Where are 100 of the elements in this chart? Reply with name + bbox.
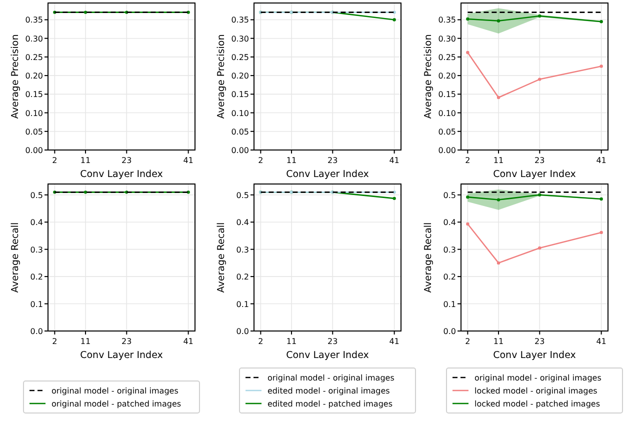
- y-tick-label: 0.15: [25, 90, 43, 100]
- y-axis-title: Average Recall: [10, 222, 21, 293]
- y-tick-label: 0.25: [231, 52, 249, 62]
- x-tick-label: 11: [80, 337, 91, 346]
- x-tick-label: 2: [465, 337, 470, 346]
- y-tick-label: 0.05: [25, 127, 43, 136]
- point: [496, 19, 500, 22]
- point: [538, 193, 542, 196]
- x-tick-label: 41: [183, 337, 194, 346]
- point: [538, 78, 542, 81]
- point: [496, 261, 500, 265]
- legend-label: original model - original images: [474, 374, 602, 382]
- legend-label: original model - original images: [268, 374, 394, 382]
- legend-label: locked model - original images: [474, 386, 598, 396]
- y-tick-label: 0.10: [438, 108, 456, 118]
- point: [466, 50, 470, 54]
- y-tick-label: 0.4: [443, 218, 456, 228]
- y-axis-title: Average Precision: [423, 34, 434, 119]
- point: [600, 197, 603, 201]
- x-axis-title: Conv Layer Index: [493, 350, 576, 361]
- point: [466, 17, 470, 21]
- y-tick-label: 0.20: [438, 72, 456, 81]
- point: [466, 195, 470, 199]
- x-tick-label: 23: [328, 337, 338, 346]
- x-tick-label: 2: [258, 156, 264, 165]
- x-tick-label: 23: [122, 337, 132, 346]
- y-tick-label: 0.0: [236, 327, 249, 336]
- x-tick-label: 23: [122, 156, 132, 165]
- x-tick-label: 23: [534, 337, 545, 346]
- x-tick-label: 41: [389, 337, 400, 346]
- legend-label: edited model - patched images: [268, 400, 392, 408]
- y-tick-label: 0.1: [443, 300, 456, 309]
- y-tick-label: 0.00: [438, 146, 456, 155]
- y-tick-label: 0.15: [231, 90, 249, 100]
- point: [600, 230, 603, 234]
- y-tick-label: 0.30: [25, 34, 43, 44]
- y-tick-label: 0.4: [30, 218, 43, 228]
- y-tick-label: 0.20: [231, 72, 249, 81]
- x-tick-label: 2: [258, 337, 264, 346]
- y-tick-label: 0.00: [25, 146, 43, 155]
- y-axis-title: Average Precision: [10, 34, 21, 119]
- y-tick-label: 0.35: [231, 16, 249, 25]
- point: [538, 246, 542, 250]
- y-tick-label: 0.35: [438, 16, 456, 25]
- point: [600, 64, 603, 68]
- point: [496, 198, 500, 202]
- y-tick-label: 0.10: [25, 108, 43, 118]
- y-tick-label: 0.1: [236, 300, 249, 309]
- x-tick-label: 11: [286, 156, 297, 165]
- y-tick-label: 0.20: [25, 72, 43, 81]
- y-tick-label: 0.2: [443, 272, 456, 282]
- point: [496, 96, 500, 100]
- x-tick-label: 11: [493, 337, 504, 346]
- x-tick-label: 11: [80, 156, 91, 165]
- y-axis-title: Average Precision: [216, 34, 227, 119]
- x-tick-label: 11: [493, 156, 504, 165]
- y-tick-label: 0.05: [231, 127, 249, 136]
- point: [466, 222, 470, 226]
- x-tick-label: 23: [534, 156, 545, 165]
- x-tick-label: 2: [52, 337, 58, 346]
- y-tick-label: 0.2: [30, 272, 43, 282]
- x-tick-label: 41: [596, 156, 606, 165]
- y-tick-label: 0.10: [231, 108, 249, 118]
- x-axis-title: Conv Layer Index: [493, 169, 576, 180]
- y-tick-label: 0.25: [438, 52, 456, 62]
- y-tick-label: 0.25: [25, 52, 43, 62]
- point: [600, 20, 603, 24]
- x-axis-title: Conv Layer Index: [80, 350, 164, 361]
- y-axis-title: Average Recall: [216, 222, 227, 293]
- x-axis-title: Conv Layer Index: [286, 169, 370, 180]
- x-tick-label: 23: [328, 156, 338, 165]
- x-axis-title: Conv Layer Index: [80, 169, 164, 180]
- y-tick-label: 0.3: [30, 245, 43, 254]
- y-tick-label: 0.30: [231, 34, 249, 44]
- line-series: [466, 222, 603, 265]
- legend-label: original model - original images: [52, 386, 178, 396]
- y-tick-label: 0.00: [231, 146, 249, 155]
- y-tick-label: 0.0: [30, 327, 43, 336]
- y-tick-label: 0.3: [443, 245, 456, 254]
- y-tick-label: 0.15: [438, 90, 456, 100]
- legend-label: edited model - original images: [268, 386, 390, 396]
- y-tick-label: 0.4: [236, 218, 249, 228]
- y-tick-label: 0.30: [438, 34, 456, 44]
- y-tick-label: 0.35: [25, 16, 43, 25]
- y-tick-label: 0.05: [438, 127, 456, 136]
- x-tick-label: 2: [465, 156, 470, 165]
- y-axis-title: Average Recall: [423, 222, 434, 293]
- legend-label: locked model - patched images: [474, 400, 600, 408]
- point: [538, 14, 542, 18]
- y-tick-label: 0.5: [30, 190, 43, 200]
- y-tick-label: 0.5: [236, 190, 249, 200]
- x-tick-label: 11: [286, 337, 297, 346]
- x-axis-title: Conv Layer Index: [286, 350, 370, 361]
- y-tick-label: 0.3: [236, 245, 249, 254]
- y-tick-label: 0.0: [443, 327, 456, 336]
- y-tick-label: 0.1: [30, 300, 43, 309]
- x-tick-label: 2: [52, 156, 58, 165]
- y-tick-label: 0.2: [236, 272, 249, 282]
- y-tick-label: 0.5: [443, 190, 456, 200]
- line-series: [466, 50, 603, 100]
